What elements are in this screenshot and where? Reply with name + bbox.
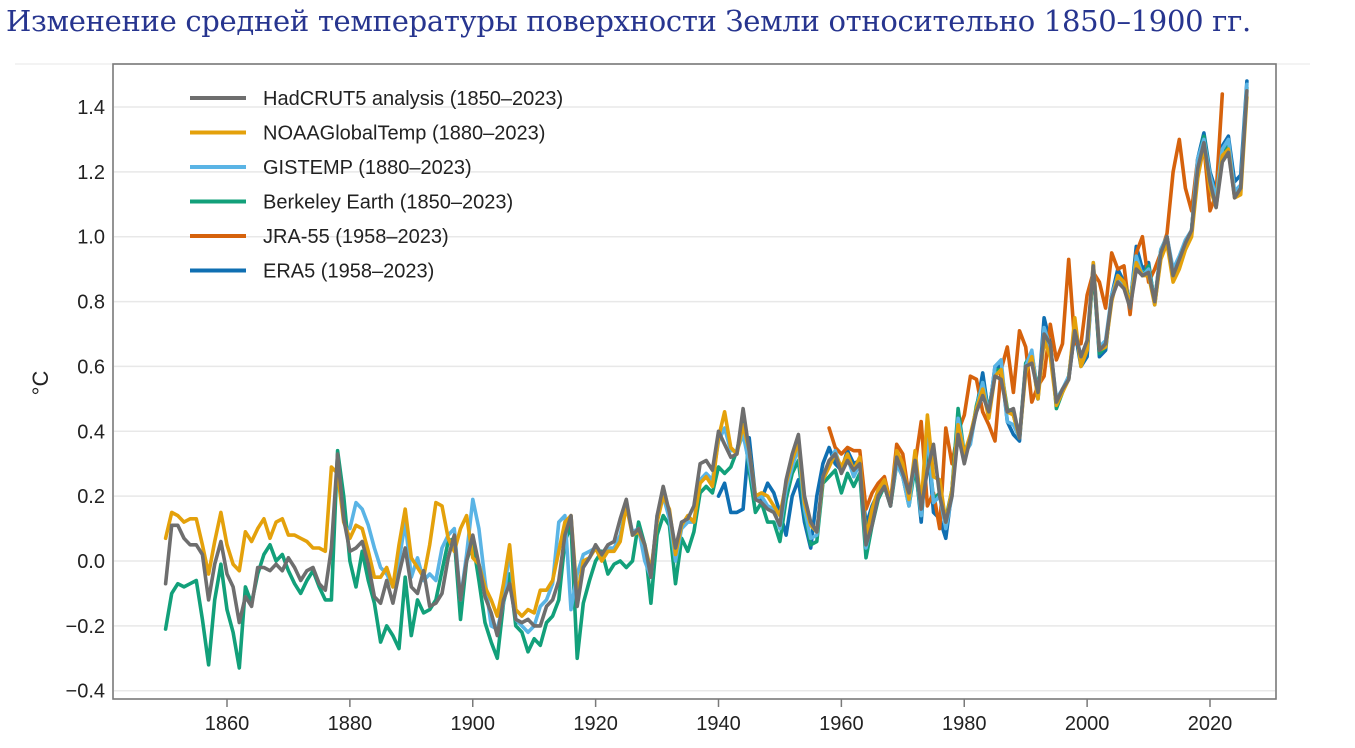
series-line-hadcrut5 [163, 89, 1249, 638]
y-tick-label: 0.8 [77, 292, 105, 314]
series-line-era5 [716, 79, 1249, 550]
plot-frame [112, 63, 1277, 700]
x-tick-label: 2020 [1188, 713, 1233, 735]
legend-label: HadCRUT5 analysis (1850–2023) [263, 88, 563, 110]
x-axis: 1860 1880 1900 1920 1940 1960 1980 2000 2020 [205, 699, 1233, 735]
x-tick-label: 1860 [205, 713, 250, 735]
y-axis: −0.4 −0.2 0.0 0.2 0.4 0.6 0.8 1.0 1.2 1.4 [66, 97, 105, 703]
y-tick-label: 0.2 [77, 486, 105, 508]
legend-label: GISTEMP (1880–2023) [263, 157, 472, 179]
series-line-gistemp [348, 82, 1249, 635]
x-tick-label: 1900 [451, 713, 496, 735]
y-tick-label: 0.4 [77, 421, 105, 443]
legend-label: ERA5 (1958–2023) [263, 261, 434, 283]
legend-label: NOAAGlobalTemp (1880–2023) [263, 123, 545, 145]
series-lines [163, 79, 1249, 670]
x-tick-label: 1880 [328, 713, 373, 735]
legend: HadCRUT5 analysis (1850–2023) NOAAGlobalT… [190, 88, 563, 283]
x-tick-label: 1980 [942, 713, 987, 735]
x-tick-label: 1960 [819, 713, 864, 735]
y-tick-label: 0.0 [77, 551, 105, 573]
y-tick-label: 0.6 [77, 356, 105, 378]
y-axis-label: °C [28, 371, 53, 396]
y-tick-label: 1.4 [77, 97, 105, 119]
y-tick-label: 1.2 [77, 162, 105, 184]
series-line-jra55 [827, 92, 1225, 531]
x-tick-label: 1920 [573, 713, 618, 735]
y-tick-label: −0.2 [66, 616, 105, 638]
legend-label: Berkeley Earth (1850–2023) [263, 192, 513, 214]
page-title: Изменение средней температуры поверхност… [6, 4, 1251, 38]
x-tick-label: 1940 [696, 713, 741, 735]
gridlines [114, 106, 1275, 692]
x-tick-label: 2000 [1065, 713, 1110, 735]
y-tick-label: 1.0 [77, 227, 105, 249]
legend-label: JRA-55 (1958–2023) [263, 226, 449, 248]
y-tick-label: −0.4 [66, 681, 105, 703]
